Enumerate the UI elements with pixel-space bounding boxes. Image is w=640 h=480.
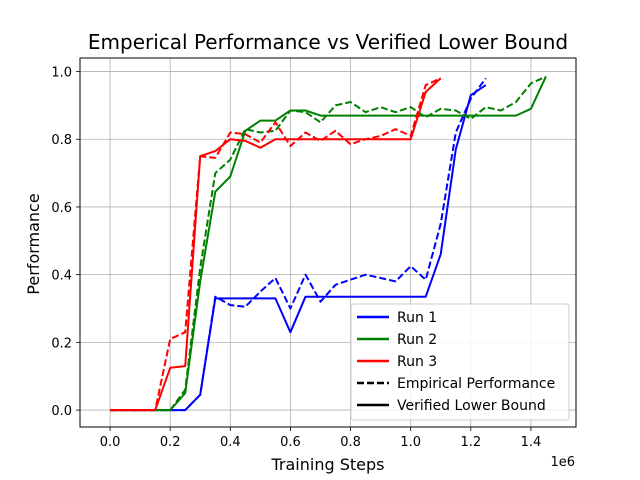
lower-bound-line-run-3: [110, 77, 442, 412]
x-tick-label: 0.2: [160, 435, 181, 450]
axis-ticks: 0.0 0.2 0.4 0.6 0.8 1.0 1.2 1.4 0.0 0.2 0.4 0.6 0.8 1…: [51, 66, 541, 450]
y-tick-label: 1.0: [51, 66, 72, 81]
legend-label: Verified Lower Bound: [397, 398, 546, 414]
legend: Run 1 Run 2 Run 3 Empirical Performance Veri…: [350, 303, 570, 421]
legend-label: Run 1: [397, 310, 437, 326]
legend-box: [350, 303, 570, 421]
x-tick-label: 1.0: [400, 435, 421, 450]
x-axis-label: Training Steps: [271, 455, 385, 474]
series-lines: [110, 75, 547, 412]
x-tick-label: 1.2: [460, 435, 481, 450]
legend-label: Run 2: [397, 332, 437, 348]
plot-frame: [79, 57, 577, 428]
y-tick-label: 0.2: [51, 336, 72, 351]
legend-label: Empirical Performance: [397, 376, 555, 392]
y-tick-label: 0.6: [51, 201, 72, 216]
chart-title: Emperical Performance vs Verified Lower …: [88, 30, 568, 54]
x-tick-label: 0.4: [220, 435, 241, 450]
y-tick-label: 0.8: [51, 133, 72, 148]
x-tick-label: 1.4: [521, 435, 542, 450]
x-axis-offset-label: 1e6: [550, 455, 575, 470]
y-axis-label: Performance: [24, 193, 43, 294]
legend-label: Run 3: [397, 354, 437, 370]
y-tick-label: 0.0: [51, 404, 72, 419]
empirical-line-run-3: [110, 77, 442, 412]
x-tick-label: 0.8: [340, 435, 361, 450]
x-tick-label: 0.0: [100, 435, 121, 450]
lower-bound-line-run-2: [110, 76, 547, 412]
y-tick-label: 0.4: [51, 269, 72, 284]
empirical-line-run-2: [110, 75, 547, 412]
empirical-line-run-1: [110, 77, 487, 412]
x-tick-label: 0.6: [280, 435, 301, 450]
